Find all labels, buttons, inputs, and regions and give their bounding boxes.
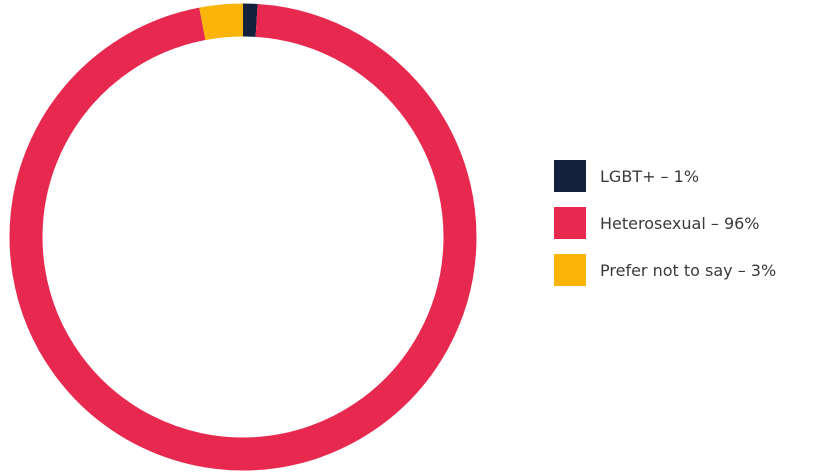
legend-label-prefer-not-to-say: Prefer not to say – 3%	[600, 260, 777, 280]
legend-swatch-heterosexual	[554, 207, 586, 239]
slice-prefer-not-to-say	[199, 3, 244, 41]
legend-item-lgbt: LGBT+ – 1%	[554, 160, 804, 192]
legend-swatch-prefer-not-to-say	[554, 254, 586, 286]
legend-item-heterosexual: Heterosexual – 96%	[554, 207, 804, 239]
donut-chart	[9, 3, 477, 471]
legend-item-prefer-not-to-say: Prefer not to say – 3%	[554, 254, 804, 286]
legend-swatch-lgbt	[554, 160, 586, 192]
chart-legend: LGBT+ – 1% Heterosexual – 96% Prefer not…	[554, 160, 804, 301]
legend-label-heterosexual: Heterosexual – 96%	[600, 213, 760, 233]
slice-heterosexual	[9, 3, 477, 471]
legend-label-lgbt: LGBT+ – 1%	[600, 166, 700, 186]
